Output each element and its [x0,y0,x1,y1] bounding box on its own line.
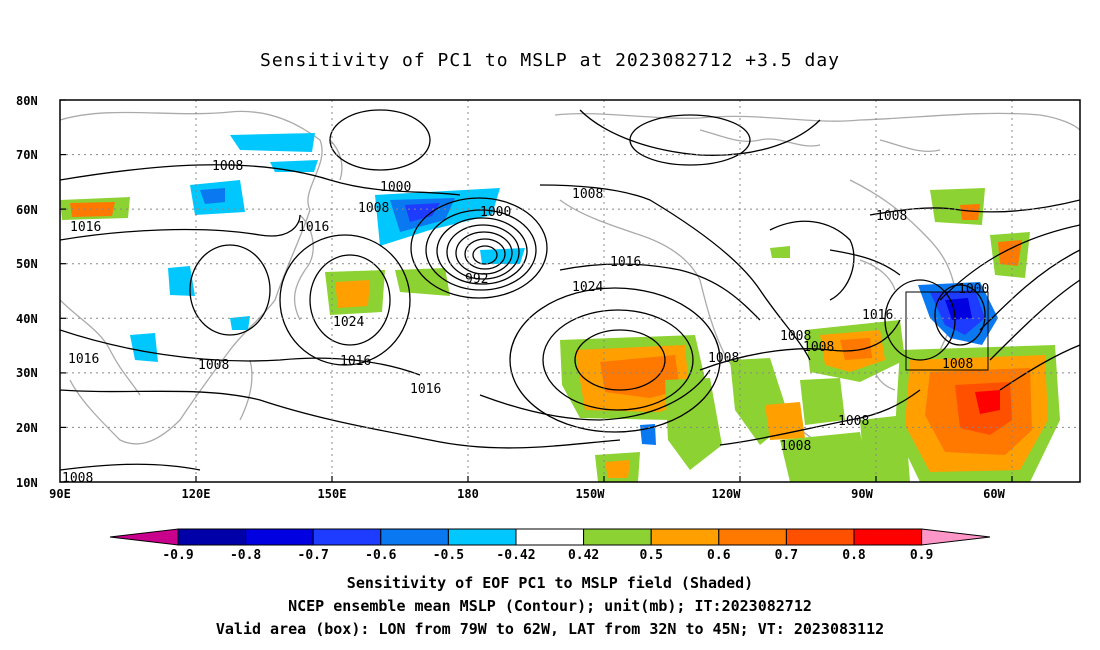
lon-tick-label: 180 [457,487,479,501]
lat-tick-label: 60N [16,203,38,217]
colorbar-box [718,528,787,546]
lon-tick-label: 120W [712,487,742,501]
contour-label: 1008 [212,159,243,174]
mslp-contours [60,109,1080,471]
caption-line-2: NCEP ensemble mean MSLP (Contour); unit(… [288,597,812,615]
colorbar-box [245,528,314,546]
caption-line-1: Sensitivity of EOF PC1 to MSLP field (Sh… [346,574,754,592]
lon-tick-label: 60W [983,487,1005,501]
colorbar-box [785,528,855,546]
axis-ticks [60,99,1013,483]
contour-label: 1016 [340,354,371,369]
lon-tick-label: 120E [182,487,211,501]
colorbar-box [583,528,652,546]
contour-label: 1008 [780,329,811,344]
contour-label: 1000 [380,180,411,195]
colorbar-label: 0.5 [639,548,662,563]
colorbar-labels: -0.9 -0.8 -0.7 -0.6 -0.5 -0.42 0.42 0.5 … [162,548,933,563]
contour-label: 1008 [358,201,389,216]
colorbar-box [447,528,517,546]
contour-label: 1016 [410,382,441,397]
map-frame [59,99,1081,483]
colorbar-label: 0.8 [842,548,866,563]
colorbar-label: 0.6 [707,548,731,563]
colorbar-label: 0.42 [568,548,599,563]
colorbar-label: -0.6 [365,548,396,563]
lat-tick-label: 30N [16,366,38,380]
lat-tick-label: 50N [16,257,38,271]
colorbar-box [650,528,720,546]
contour-label: 1000 [480,205,511,220]
colorbar-low-end [109,528,179,546]
colorbar-label: -0.8 [230,548,261,563]
contour-label: 1008 [198,358,229,373]
contour-label: 1008 [780,439,811,454]
contour-label: 1008 [708,351,739,366]
colorbar-high-end [921,528,991,546]
lat-tick-label: 20N [16,421,38,435]
lon-tick-label: 150E [318,487,347,501]
contour-label: 1008 [876,209,907,224]
contour-label: 1008 [838,414,869,429]
contour-label: 1016 [70,220,101,235]
contour-label: 1008 [572,187,603,202]
valid-area-box [905,291,989,371]
lat-tick-label: 80N [16,94,38,108]
contour-label: 1016 [862,308,893,323]
contour-label: 1016 [68,352,99,367]
contour-label: 992 [465,272,488,287]
page-title: Sensitivity of PC1 to MSLP at 2023082712… [259,50,840,71]
lat-tick-label: 10N [16,476,38,490]
colorbar-box [380,528,449,546]
longitude-labels: 90E 120E 150E 180 150W 120W 90W 60W [49,487,1005,501]
contour-label: 1008 [942,357,973,372]
contour-label: 1000 [958,282,989,297]
lat-tick-label: 70N [16,148,38,162]
contour-label: 1024 [572,280,603,295]
colorbar-label: -0.7 [298,548,329,563]
contour-label: 1008 [803,340,834,355]
caption-line-3: Valid area (box): LON from 79W to 62W, L… [215,620,885,638]
colorbar-label: -0.9 [162,548,193,563]
colorbar-box [177,528,247,546]
sensitivity-shading [60,133,1060,482]
colorbar-label: 0.7 [775,548,798,563]
colorbar-box [312,528,382,546]
colorbar-label: -0.5 [433,548,464,563]
contour-label: 1016 [298,220,329,235]
colorbar-label: 0.9 [910,548,933,563]
latitude-labels: 80N 70N 60N 50N 40N 30N 20N 10N [16,94,38,490]
colorbar-box [853,528,923,546]
lon-tick-label: 90E [49,487,71,501]
contour-label: 1024 [333,315,364,330]
contour-label: 1016 [610,255,641,270]
colorbar-label: -0.42 [496,548,535,563]
colorbar [109,528,991,546]
contour-labels: 1008 1000 1008 1016 1000 1008 1016 992 1… [62,159,989,486]
colorbar-box [515,528,585,546]
lon-tick-label: 90W [851,487,873,501]
gridlines [60,100,1080,482]
contour-label: 1008 [62,471,93,486]
lon-tick-label: 150W [576,487,606,501]
lat-tick-label: 40N [16,312,38,326]
